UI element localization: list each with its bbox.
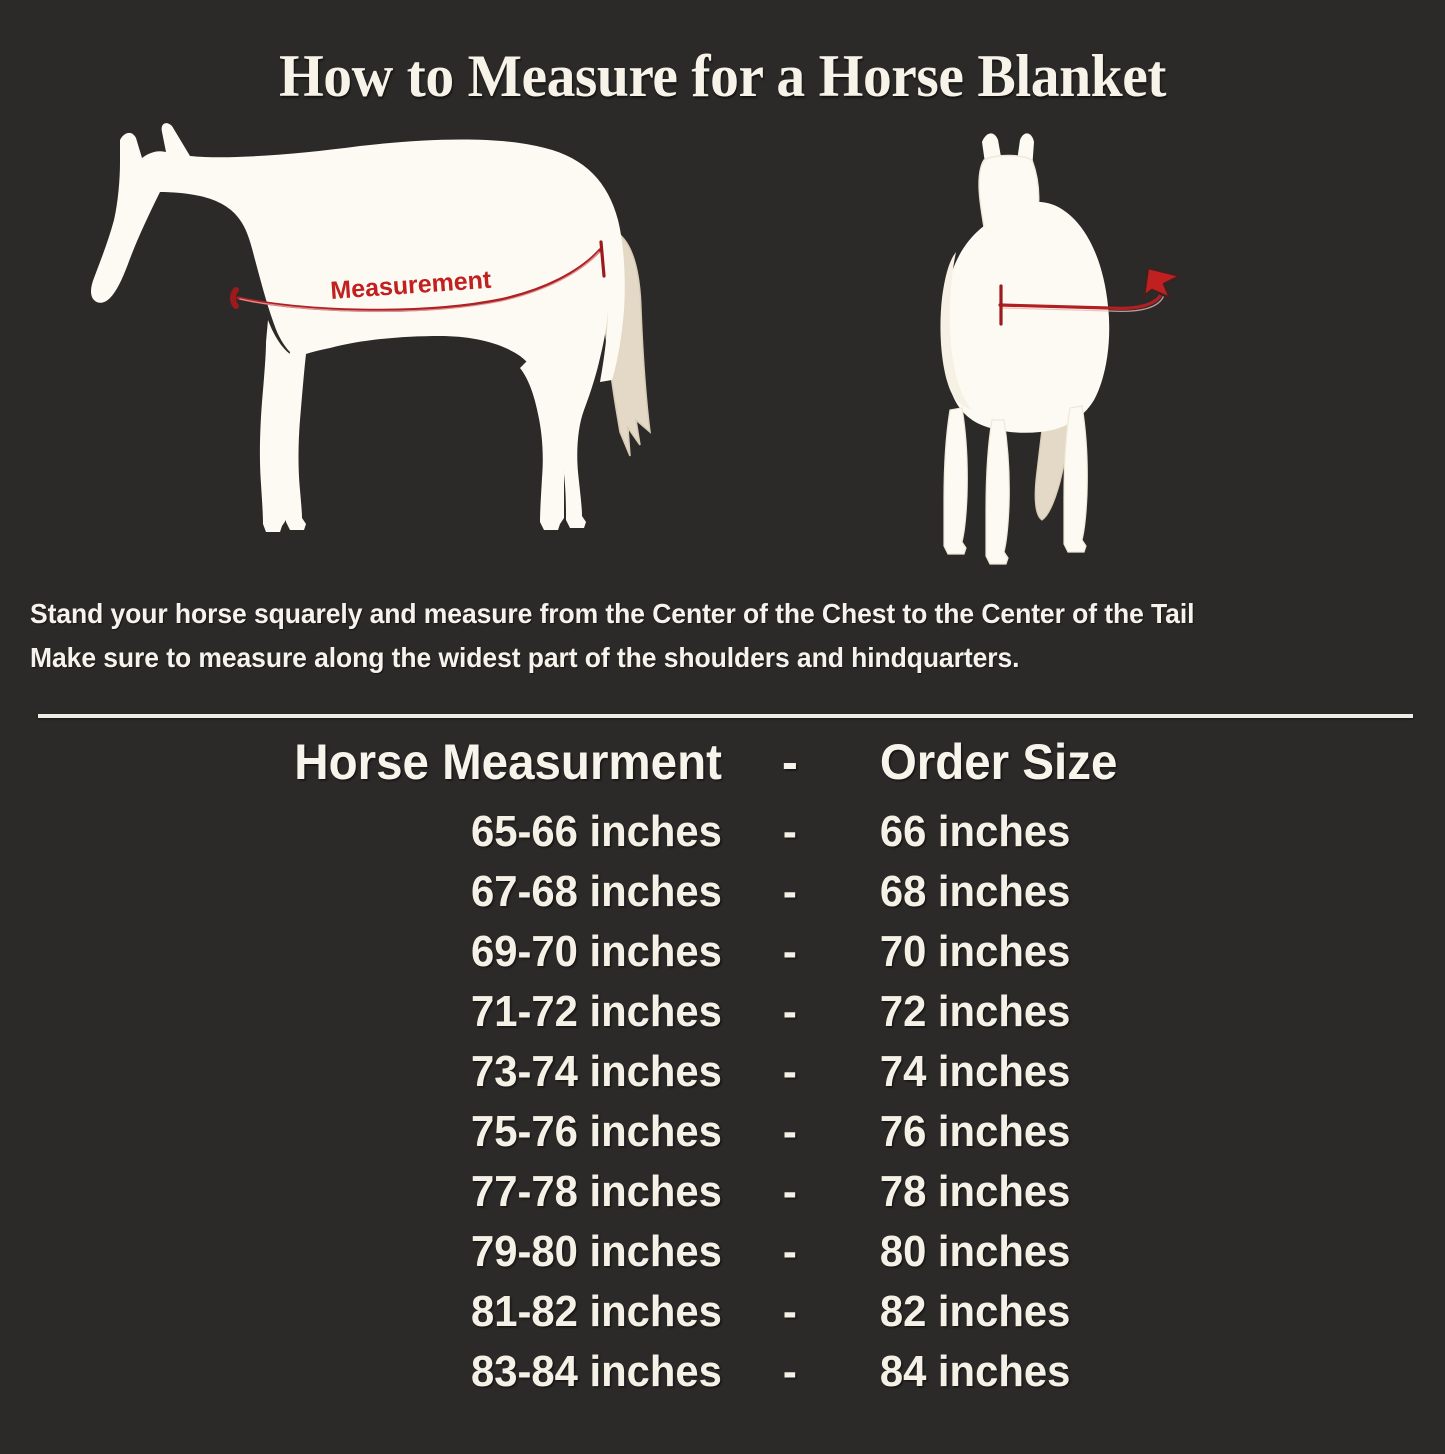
table-row: 67-68 inches - 68 inches (0, 867, 1445, 927)
horse-rear-leg-left-hind (943, 407, 968, 555)
cell-measurement: 69-70 inches (470, 927, 722, 976)
cell-order-size: 84 inches (880, 1347, 1071, 1396)
horse-side-view: Measurement (91, 123, 651, 532)
table-row: 81-82 inches - 82 inches (0, 1287, 1445, 1347)
cell-measurement: 67-68 inches (470, 867, 722, 916)
cell-order-size: 72 inches (880, 987, 1071, 1036)
cell-measurement: 77-78 inches (470, 1167, 722, 1216)
horse-rear-view (940, 133, 1182, 565)
cell-dash: - (783, 807, 798, 856)
horse-rear-body (942, 201, 1110, 433)
cell-order-size: 66 inches (880, 807, 1071, 856)
cell-dash: - (783, 1167, 798, 1216)
measurement-line-rear-shadow (1001, 294, 1165, 313)
instructions-block: Stand your horse squarely and measure fr… (30, 592, 1371, 680)
column-header-order-size: Order Size (880, 734, 1118, 790)
cell-dash: - (783, 1347, 798, 1396)
cell-dash: - (783, 1047, 798, 1096)
cell-order-size: 68 inches (880, 867, 1071, 916)
measurement-line-rear (998, 290, 1164, 310)
cell-order-size: 78 inches (880, 1167, 1071, 1216)
horse-illustrations: Measurement (0, 120, 1445, 580)
cell-measurement: 79-80 inches (470, 1227, 722, 1276)
cell-measurement: 71-72 inches (470, 987, 722, 1036)
measurement-line-side-shadow (239, 251, 600, 313)
cell-dash: - (783, 987, 798, 1036)
cell-order-size: 74 inches (880, 1047, 1071, 1096)
instruction-line-1: Stand your horse squarely and measure fr… (30, 598, 1195, 629)
measurement-line-tail-tick (599, 240, 606, 278)
table-row: 73-74 inches - 74 inches (0, 1047, 1445, 1107)
cell-dash: - (783, 867, 798, 916)
table-row: 65-66 inches - 66 inches (0, 807, 1445, 867)
cell-dash: - (783, 1227, 798, 1276)
cell-measurement: 75-76 inches (470, 1107, 722, 1156)
cell-measurement: 65-66 inches (470, 807, 722, 856)
horse-rear-leg-left-front (985, 419, 1010, 565)
section-divider (38, 714, 1413, 718)
table-row: 77-78 inches - 78 inches (0, 1167, 1445, 1227)
column-header-measurement: Horse Measurment (294, 734, 722, 790)
cell-dash: - (783, 927, 798, 976)
table-header-row: Horse Measurment - Order Size (0, 733, 1445, 807)
table-row: 75-76 inches - 76 inches (0, 1107, 1445, 1167)
cell-order-size: 80 inches (880, 1227, 1071, 1276)
instruction-line-2: Make sure to measure along the widest pa… (30, 642, 1020, 673)
cell-dash: - (783, 1287, 798, 1336)
cell-order-size: 70 inches (880, 927, 1071, 976)
horse-rear-leg-right-hind (1063, 405, 1088, 553)
cell-dash: - (783, 1107, 798, 1156)
cell-order-size: 82 inches (880, 1287, 1071, 1336)
table-row: 71-72 inches - 72 inches (0, 987, 1445, 1047)
measurement-line-chest-cap (230, 287, 239, 309)
measurement-arrow-head (1142, 266, 1182, 300)
column-header-dash: - (782, 734, 799, 790)
table-row: 69-70 inches - 70 inches (0, 927, 1445, 987)
size-chart-table: Horse Measurment - Order Size 65-66 inch… (0, 733, 1445, 1407)
horse-side-body (91, 123, 625, 530)
cell-order-size: 76 inches (880, 1107, 1071, 1156)
horse-side-hind-leg (520, 360, 564, 530)
cell-measurement: 73-74 inches (470, 1047, 722, 1096)
table-row: 79-80 inches - 80 inches (0, 1227, 1445, 1287)
table-row: 83-84 inches - 84 inches (0, 1347, 1445, 1407)
measurement-line-side (236, 248, 602, 312)
cell-measurement: 81-82 inches (470, 1287, 722, 1336)
page-title: How to Measure for a Horse Blanket (278, 43, 1167, 109)
horse-rear-shoulder (940, 252, 972, 410)
cell-measurement: 83-84 inches (470, 1347, 722, 1396)
horse-side-front-leg (259, 320, 290, 532)
